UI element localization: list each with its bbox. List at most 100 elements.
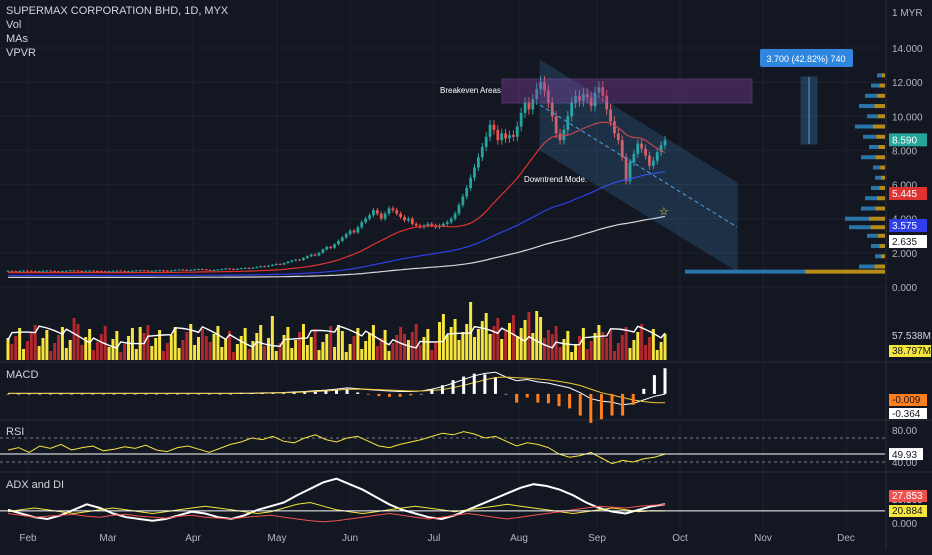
volume-bar — [37, 346, 41, 360]
legend: SUPERMAX CORPORATION BHD, 1D, MYX Vol MA… — [6, 4, 228, 60]
volume-bar — [640, 324, 644, 360]
vpvr-bar-down — [877, 114, 885, 119]
volume-bar — [340, 331, 344, 360]
volume-bar — [33, 325, 37, 360]
volume-bar — [484, 313, 488, 360]
candle-body — [107, 271, 111, 273]
vpvr-bar-down — [877, 93, 885, 98]
volume-bar — [162, 351, 166, 360]
vpvr-bar-down — [876, 134, 885, 139]
macd-value-1: -0.009 — [892, 395, 921, 406]
legend-item-vol[interactable]: Vol — [6, 19, 22, 31]
volume-bar — [146, 325, 150, 360]
volume-value-1: 57.538M — [892, 331, 931, 342]
candle-body — [340, 237, 344, 241]
candle-body — [177, 269, 181, 271]
candle-body — [663, 140, 667, 146]
volume-bar — [535, 311, 539, 360]
legend-item-mas[interactable]: MAs — [6, 33, 28, 45]
volume-bar — [644, 345, 648, 360]
time-tick-label: Dec — [837, 533, 855, 544]
macd-histogram-bar — [239, 393, 243, 394]
candle-body — [414, 223, 418, 226]
candle-body — [356, 227, 360, 233]
volume-bar — [445, 335, 449, 360]
volume-bar — [562, 339, 566, 360]
candle-body — [80, 270, 84, 272]
volume-bar — [204, 336, 208, 360]
vpvr-bar-up — [859, 104, 875, 109]
volume-bar — [185, 332, 189, 360]
adx-pane-label[interactable]: ADX and DI — [6, 479, 65, 491]
candle-body — [228, 268, 231, 270]
macd-histogram-bar — [557, 393, 561, 407]
price-axis-badge — [889, 133, 927, 147]
candle-body — [138, 270, 142, 272]
candle-body — [41, 270, 45, 272]
volume-bar — [92, 350, 96, 360]
candle-body — [22, 270, 25, 272]
volume-bar — [492, 326, 496, 360]
volume-bar — [395, 335, 399, 360]
macd-histogram-bar — [419, 393, 423, 395]
volume-bar — [305, 345, 309, 360]
candle-body — [18, 270, 22, 272]
macd-histogram-bar — [48, 393, 52, 395]
volume-bar — [301, 324, 305, 360]
volume-bar — [616, 343, 620, 360]
rsi-line — [7, 431, 666, 465]
price-tick-label: 12.000 — [892, 78, 923, 89]
candle-body — [302, 257, 305, 261]
candle-body — [574, 95, 577, 103]
macd-pane-label[interactable]: MACD — [6, 369, 39, 381]
vpvr-bar-down — [874, 104, 885, 109]
volume-bar — [88, 329, 92, 360]
volume-bar — [60, 327, 64, 360]
candle-body — [267, 265, 270, 267]
volume-bar — [18, 328, 22, 360]
rsi-pane-label[interactable]: RSI — [6, 426, 25, 438]
volume-bar — [496, 318, 500, 360]
legend-item-vpvr[interactable]: VPVR — [6, 47, 36, 59]
candle-body — [286, 261, 290, 264]
candle-body — [550, 102, 554, 117]
volume-bar — [655, 350, 659, 360]
volume-bar — [212, 334, 216, 360]
candle-body — [111, 270, 115, 272]
symbol-title[interactable]: SUPERMAX CORPORATION BHD, 1D, MYX — [6, 5, 229, 17]
adx-tick: 0.000 — [892, 519, 917, 530]
macd-histogram-bar — [451, 380, 455, 394]
candle-body — [235, 268, 239, 270]
vpvr-bar-up — [861, 155, 876, 160]
volume-bar — [282, 335, 286, 360]
volume-bar — [68, 340, 72, 360]
price-tick-label: 10.000 — [892, 112, 923, 123]
candle-body — [282, 263, 286, 265]
candle-body — [492, 124, 496, 130]
volume-bar — [76, 324, 80, 360]
macd-histogram-bar — [663, 368, 667, 394]
candle-body — [247, 267, 251, 269]
candle-body — [45, 270, 49, 272]
candle-body — [131, 270, 134, 272]
volume-bar — [6, 338, 10, 360]
macd-histogram-bar — [462, 376, 466, 394]
candle-body — [26, 270, 29, 272]
candle-body — [449, 218, 453, 223]
candle-body — [403, 217, 406, 221]
candle-body — [531, 99, 535, 110]
vpvr-bar-down — [879, 83, 885, 88]
time-tick-label: May — [268, 533, 287, 544]
candle-body — [290, 260, 294, 262]
candle-body — [508, 135, 511, 139]
candle-body — [387, 208, 391, 214]
candle-body — [500, 133, 504, 141]
macd-histogram-bar — [38, 393, 42, 395]
macd-histogram-bar — [207, 393, 211, 395]
macd-histogram-bar — [515, 393, 519, 403]
volume-bar — [239, 336, 243, 360]
vpvr-bar-down — [875, 206, 885, 211]
macd-histogram-bar — [218, 393, 222, 395]
